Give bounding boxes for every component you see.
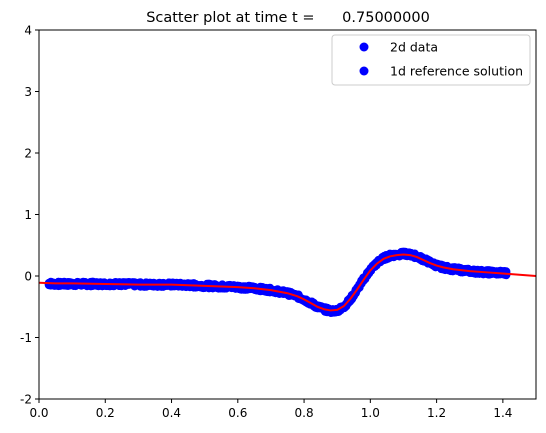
y-tick-label: 3 xyxy=(24,85,32,99)
legend: 2d data 1d reference solution xyxy=(331,34,531,86)
y-tick-label: -1 xyxy=(20,331,32,345)
x-axis: 0.0 0.2 0.4 0.6 0.8 1.0 1.2 1.4 xyxy=(29,399,512,420)
y-tick-label: 1 xyxy=(24,208,32,222)
x-tick-label: 0.0 xyxy=(29,406,48,420)
y-tick-label: 2 xyxy=(24,147,32,161)
axes-background xyxy=(39,30,536,399)
reference-solution-line xyxy=(39,253,536,312)
legend-label-1d-reference: 1d reference solution xyxy=(390,64,523,79)
x-tick-label: 1.4 xyxy=(493,406,512,420)
x-tick-label: 1.2 xyxy=(427,406,446,420)
legend-marker-2d-data xyxy=(359,42,369,52)
y-axis: -2 -1 0 1 2 3 4 xyxy=(20,24,39,407)
legend-marker-1d-reference xyxy=(359,66,369,76)
chart-title: Scatter plot at time t = 0.75000000 xyxy=(146,10,430,26)
y-tick-label: 4 xyxy=(24,24,32,38)
y-tick-label: 0 xyxy=(24,270,32,284)
y-tick-label: -2 xyxy=(20,393,32,407)
x-tick-label: 0.2 xyxy=(96,406,115,420)
x-tick-label: 0.4 xyxy=(162,406,181,420)
plot-area xyxy=(38,29,537,400)
legend-label-2d-data: 2d data xyxy=(390,40,438,55)
x-tick-label: 0.6 xyxy=(228,406,247,420)
x-tick-label: 1.0 xyxy=(361,406,380,420)
line-series-1d-reference xyxy=(39,253,536,312)
legend-box xyxy=(331,34,531,86)
x-tick-label: 0.8 xyxy=(295,406,314,420)
